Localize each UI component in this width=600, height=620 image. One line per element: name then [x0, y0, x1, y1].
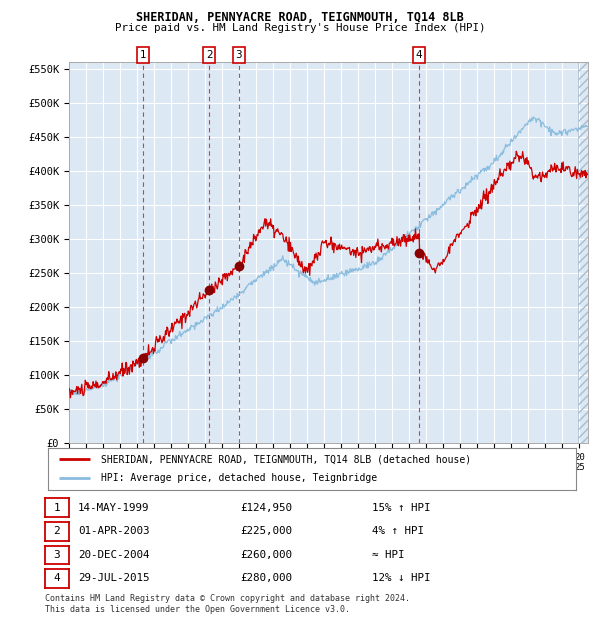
Text: 4: 4 [53, 574, 61, 583]
Text: £225,000: £225,000 [240, 526, 292, 536]
Text: 20-DEC-2004: 20-DEC-2004 [78, 550, 149, 560]
Text: 2: 2 [206, 50, 212, 60]
Text: 12% ↓ HPI: 12% ↓ HPI [372, 574, 431, 583]
Text: 1: 1 [53, 503, 61, 513]
Text: 01-APR-2003: 01-APR-2003 [78, 526, 149, 536]
Text: 2: 2 [53, 526, 61, 536]
Text: 4% ↑ HPI: 4% ↑ HPI [372, 526, 424, 536]
Text: £124,950: £124,950 [240, 503, 292, 513]
Text: HPI: Average price, detached house, Teignbridge: HPI: Average price, detached house, Teig… [101, 474, 377, 484]
Text: 4: 4 [416, 50, 422, 60]
Text: ≈ HPI: ≈ HPI [372, 550, 404, 560]
Text: This data is licensed under the Open Government Licence v3.0.: This data is licensed under the Open Gov… [45, 604, 350, 614]
Text: SHERIDAN, PENNYACRE ROAD, TEIGNMOUTH, TQ14 8LB: SHERIDAN, PENNYACRE ROAD, TEIGNMOUTH, TQ… [136, 11, 464, 24]
Text: £280,000: £280,000 [240, 574, 292, 583]
Text: 14-MAY-1999: 14-MAY-1999 [78, 503, 149, 513]
Text: 29-JUL-2015: 29-JUL-2015 [78, 574, 149, 583]
Text: 3: 3 [53, 550, 61, 560]
Text: £260,000: £260,000 [240, 550, 292, 560]
Text: 1: 1 [140, 50, 146, 60]
Text: Price paid vs. HM Land Registry's House Price Index (HPI): Price paid vs. HM Land Registry's House … [115, 23, 485, 33]
Text: SHERIDAN, PENNYACRE ROAD, TEIGNMOUTH, TQ14 8LB (detached house): SHERIDAN, PENNYACRE ROAD, TEIGNMOUTH, TQ… [101, 454, 471, 464]
Text: Contains HM Land Registry data © Crown copyright and database right 2024.: Contains HM Land Registry data © Crown c… [45, 593, 410, 603]
Text: 15% ↑ HPI: 15% ↑ HPI [372, 503, 431, 513]
Text: 3: 3 [235, 50, 242, 60]
